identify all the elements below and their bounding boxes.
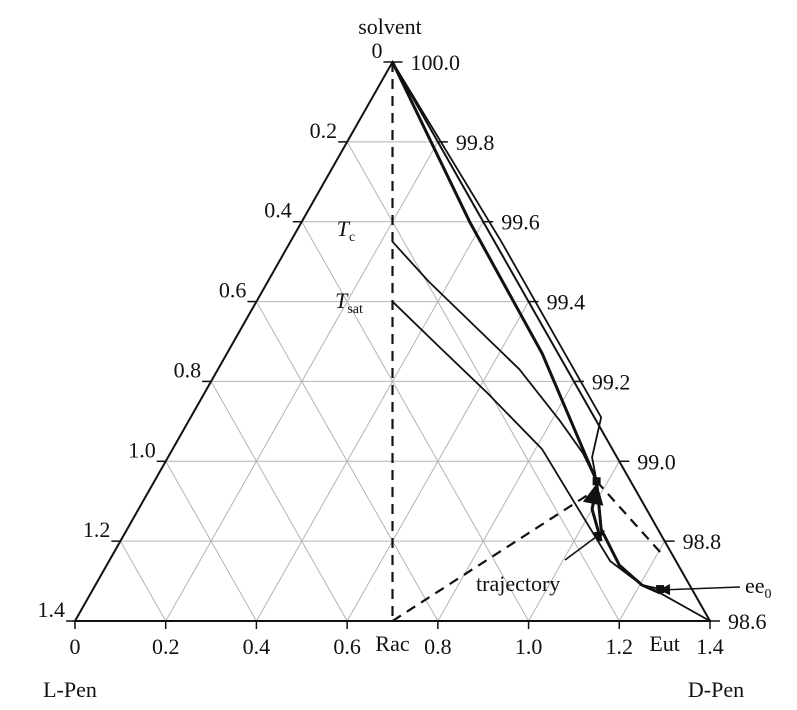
y2-tick-label: 99.8 [456, 130, 495, 155]
grid-line [255, 221, 484, 622]
annotation-text: ee [745, 573, 765, 598]
annotation-subscript: sat [347, 302, 363, 317]
annotation-text: trajectory [476, 571, 560, 596]
x-tick-label: 0.8 [424, 634, 452, 659]
annotation: Tsat [335, 288, 363, 317]
annotation-subscript: 0 [765, 587, 772, 602]
curve [659, 592, 711, 622]
y2-tick-label: 99.0 [637, 449, 676, 474]
y-tick-label: 0.2 [310, 118, 338, 143]
curve [391, 61, 603, 482]
left-vertex-label: L-Pen [43, 677, 97, 702]
annotation: Tc [337, 216, 355, 245]
x-marker-label: Eut [649, 631, 680, 656]
annotation-text: T [335, 288, 349, 313]
annotation: ee0 [745, 573, 772, 602]
curve [391, 488, 598, 622]
grid-line [119, 540, 167, 622]
annotation-arrow [564, 530, 605, 561]
point [656, 585, 665, 594]
curve [391, 300, 661, 590]
curve [595, 480, 666, 558]
y-tick-label: 0.6 [219, 278, 247, 303]
y-tick-label: 1.0 [128, 437, 156, 462]
x-tick-label: 0.4 [243, 634, 271, 659]
x-tick-label: 0.2 [152, 634, 180, 659]
y-tick-label: 1.2 [83, 517, 111, 542]
x-tick-label: 1.2 [606, 634, 634, 659]
grid [66, 61, 720, 629]
x-tick-label: 1.0 [515, 634, 543, 659]
y2-tick-label: 99.4 [547, 290, 586, 315]
y-tick-label: 0.8 [174, 357, 202, 382]
grid-line [301, 221, 530, 622]
y2-tick-label: 100.0 [411, 50, 461, 75]
grid-line [255, 301, 439, 622]
annotation-text: T [337, 216, 351, 241]
apex-label: solvent [358, 14, 422, 39]
grid-line [437, 381, 575, 622]
annotation-subscript: c [349, 230, 355, 245]
grid-line [210, 381, 348, 622]
annotation: trajectory [476, 571, 560, 596]
point [592, 477, 601, 486]
y2-tick-label: 99.2 [592, 369, 631, 394]
y-tick-label: 0.4 [264, 198, 292, 223]
x-marker-label: Rac [375, 631, 409, 656]
y2-tick-label: 98.8 [683, 529, 722, 554]
grid-line [165, 461, 257, 622]
annotation-arrow [658, 584, 741, 596]
y-tick-label: 1.4 [38, 597, 66, 622]
y-tick-label: 0 [372, 38, 383, 63]
y2-tick-label: 99.6 [501, 210, 540, 235]
grid-line [618, 540, 666, 622]
x-tick-label: 1.4 [696, 634, 724, 659]
curve [391, 241, 598, 482]
x-tick-label: 0.6 [333, 634, 361, 659]
plot [73, 59, 712, 622]
x-tick-label: 0 [70, 634, 81, 659]
y2-tick-label: 98.6 [728, 609, 767, 634]
right-vertex-label: D-Pen [688, 677, 744, 702]
